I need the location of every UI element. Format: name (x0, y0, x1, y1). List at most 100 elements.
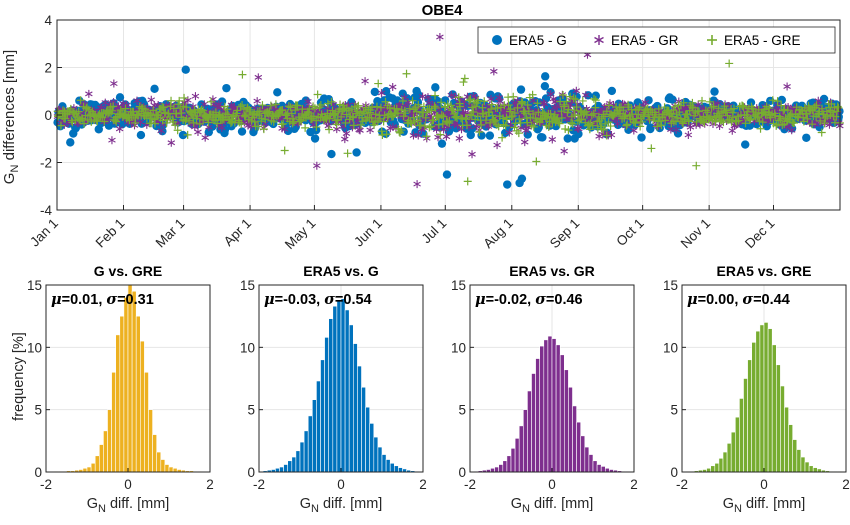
data-point (257, 114, 266, 123)
data-point (738, 101, 747, 110)
data-point (481, 116, 490, 125)
histogram-bar (287, 460, 293, 473)
data-point (463, 177, 472, 186)
histogram-bar (726, 443, 732, 473)
histogram-bar (518, 425, 524, 473)
x-label-main: G (723, 496, 734, 512)
histogram-bar (796, 449, 802, 473)
data-point (523, 100, 532, 109)
histogram-bar (299, 441, 305, 473)
sigma-symbol: σ (324, 291, 335, 308)
data-point (604, 118, 613, 127)
data-point (487, 100, 496, 109)
histogram-bar (584, 446, 590, 473)
data-point (356, 108, 365, 117)
data-point (361, 77, 369, 86)
time-series-y-axis-label: GN differences [mm] (1, 50, 21, 184)
data-point (109, 102, 118, 111)
data-point (241, 110, 250, 119)
data-point (808, 120, 817, 129)
data-point (701, 106, 710, 115)
data-point (310, 134, 320, 143)
data-point (501, 121, 510, 130)
data-point (554, 118, 563, 127)
data-point (296, 115, 305, 124)
histogram-bar (340, 298, 346, 473)
data-point (591, 96, 600, 105)
data-point (516, 118, 525, 127)
time-series-title: OBE4 (422, 2, 464, 19)
histogram-bar (604, 467, 610, 473)
data-point (498, 114, 507, 123)
histogram-bar (111, 371, 116, 473)
data-point (602, 131, 611, 140)
y-tick-label: 2 (44, 61, 52, 76)
mu-symbol: μ (475, 291, 486, 308)
histogram-bar (332, 305, 338, 473)
data-point (469, 108, 478, 117)
data-point (254, 73, 263, 82)
histogram-bar (348, 324, 354, 473)
mu-symbol: μ (687, 291, 698, 308)
histogram-bar (156, 451, 162, 473)
histogram-bar (588, 454, 594, 473)
legend-box (477, 26, 836, 54)
data-point (513, 103, 522, 112)
histogram-bar (780, 385, 785, 473)
data-point (360, 109, 369, 118)
data-point (122, 101, 131, 110)
data-point (466, 130, 475, 140)
data-point (630, 126, 638, 135)
data-point (572, 86, 581, 95)
data-point (700, 118, 709, 127)
time-series-y-ticks: -4 -2 0 2 4 (40, 13, 62, 218)
x-tick-label: -2 (676, 477, 688, 492)
histogram-bar (398, 467, 403, 473)
data-point (522, 114, 531, 123)
data-point (437, 98, 446, 107)
x-tick-label: 2 (206, 477, 214, 492)
histogram-bar (144, 371, 149, 473)
histogram-bar (361, 386, 366, 473)
histogram-bar (714, 462, 720, 473)
y-label-rest: differences [mm] (1, 50, 18, 165)
data-point (150, 115, 159, 124)
histogram-bar (718, 457, 724, 473)
data-point (397, 126, 406, 135)
data-point (684, 130, 693, 139)
data-point (577, 115, 586, 124)
data-point (709, 102, 718, 111)
x-label-main: G (87, 496, 98, 512)
data-point (147, 95, 156, 104)
data-point (745, 116, 754, 125)
data-point (485, 131, 495, 140)
data-point (584, 120, 593, 129)
data-point (478, 109, 487, 118)
histogram-bar (115, 334, 121, 473)
data-point (293, 101, 302, 110)
data-point (657, 121, 666, 130)
data-point (136, 130, 146, 140)
data-point (332, 120, 341, 129)
data-point (250, 117, 259, 126)
data-point (523, 118, 532, 127)
sigma-value: =0.54 (335, 292, 372, 308)
legend: ERA5 - G ERA5 - GR ERA5 - GRE (477, 26, 836, 54)
histogram-bar (812, 467, 818, 473)
data-point (177, 108, 186, 117)
histogram-bar (572, 405, 577, 473)
data-point (310, 104, 319, 113)
data-point (437, 111, 446, 120)
data-point (150, 119, 159, 128)
sigma-value: =0.44 (753, 292, 790, 308)
histogram-bar (506, 455, 512, 473)
histogram-bar (490, 467, 495, 473)
data-point (510, 108, 519, 117)
data-point (401, 109, 410, 118)
histogram-bar (119, 315, 125, 473)
histogram-stats: μ=0.01, σ=0.31 (51, 291, 154, 308)
data-point (185, 116, 194, 125)
data-point (641, 98, 650, 107)
data-point (774, 116, 783, 125)
